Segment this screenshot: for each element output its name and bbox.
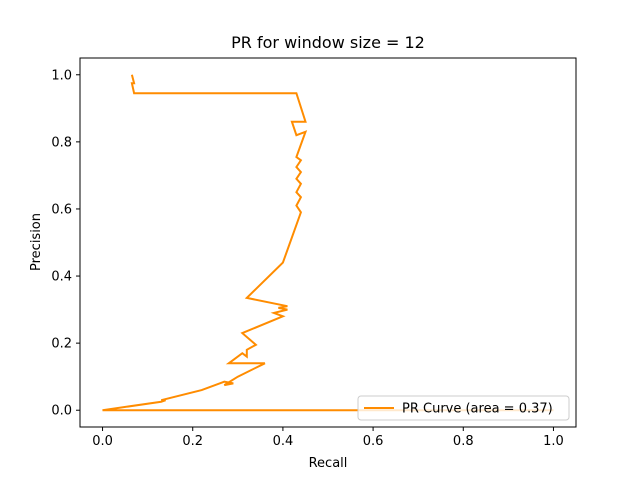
y-tick-label: 1.0 bbox=[51, 68, 72, 83]
y-tick-label: 0.2 bbox=[51, 337, 72, 352]
x-tick-label: 0.0 bbox=[92, 434, 113, 449]
x-axis-label: Recall bbox=[309, 456, 348, 471]
legend-label: PR Curve (area = 0.37) bbox=[402, 402, 553, 417]
x-tick-label: 0.6 bbox=[363, 434, 384, 449]
legend: PR Curve (area = 0.37) bbox=[357, 395, 570, 421]
plot-area bbox=[102, 74, 554, 412]
y-tick-label: 0.0 bbox=[51, 404, 72, 419]
x-tick-label: 1.0 bbox=[543, 434, 564, 449]
x-tick-label: 0.2 bbox=[182, 434, 203, 449]
y-tick-label: 0.4 bbox=[51, 270, 72, 285]
chart-title: PR for window size = 12 bbox=[231, 33, 425, 52]
plot-frame bbox=[79, 57, 577, 428]
x-tick-label: 0.8 bbox=[453, 434, 474, 449]
legend-box bbox=[357, 395, 570, 421]
x-tick-label: 0.4 bbox=[273, 434, 294, 449]
x-axis-ticks: 0.0 0.2 0.4 0.6 0.8 1.0 bbox=[92, 427, 564, 449]
y-tick-label: 0.6 bbox=[51, 202, 72, 217]
y-tick-label: 0.8 bbox=[51, 135, 72, 150]
pr-curve-line bbox=[102, 74, 554, 412]
y-axis-label: Precision bbox=[29, 213, 44, 271]
y-axis-ticks: 0.0 0.2 0.4 0.6 0.8 1.0 bbox=[51, 68, 80, 419]
